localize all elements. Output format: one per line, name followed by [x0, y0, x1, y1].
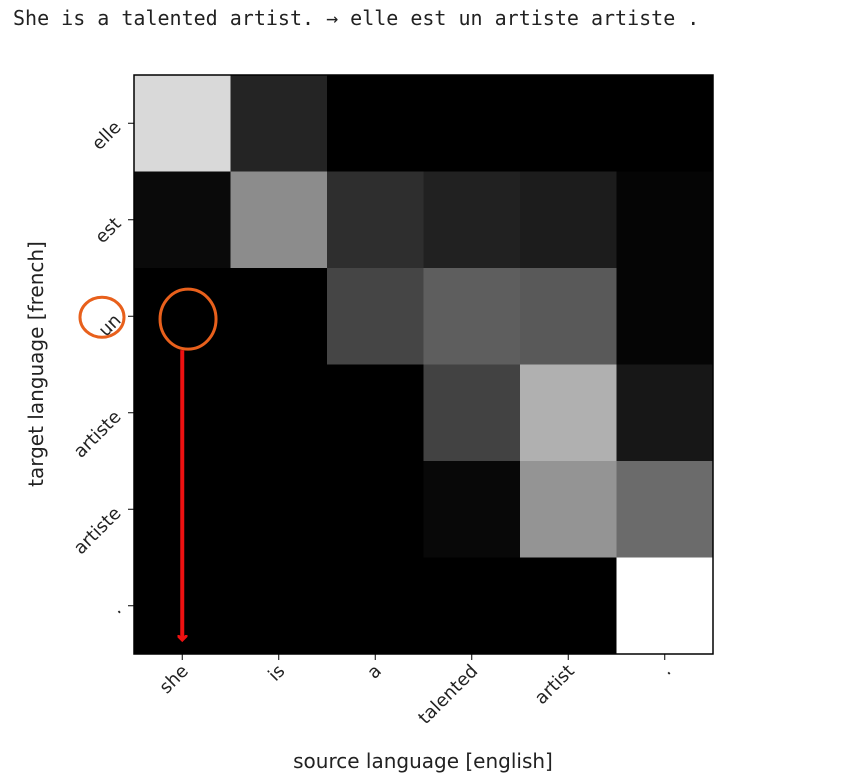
heatmap-cell — [327, 75, 424, 172]
heatmap-cell — [327, 557, 424, 655]
plot-frame — [133, 74, 714, 655]
heatmap-cells — [134, 75, 714, 655]
x-axis-label: source language [english] — [293, 749, 553, 773]
heatmap-cell — [134, 75, 231, 172]
x-tick-label: she — [155, 661, 192, 698]
heatmap-cell — [230, 171, 328, 269]
cell-highlight-circle — [158, 287, 218, 351]
x-axis-ticks: she is a talented artist. — [155, 654, 675, 729]
x-tick-label: . — [656, 661, 675, 680]
heatmap-cell — [423, 557, 521, 655]
heatmap-cell — [616, 171, 714, 269]
heatmap-cell — [327, 268, 424, 365]
heatmap-cell — [616, 364, 714, 462]
x-tick-label: talented — [414, 661, 482, 729]
heatmap-cell — [520, 268, 617, 365]
y-tick-label: artiste — [70, 503, 126, 559]
heatmap-cell — [520, 461, 617, 558]
heatmap-cell — [423, 75, 521, 172]
heatmap-cell — [230, 75, 328, 172]
heatmap-cell — [327, 461, 424, 558]
y-tick-label: elle — [88, 117, 126, 155]
heatmap-cell — [616, 75, 714, 172]
heatmap-cell — [230, 557, 328, 655]
heatmap-cell — [327, 171, 424, 269]
heatmap-cell — [520, 557, 617, 655]
heatmap-cell — [134, 171, 231, 269]
y-axis-label: target language [french] — [24, 241, 48, 487]
heatmap-cell — [616, 268, 714, 365]
heatmap-cell — [520, 364, 617, 462]
heatmap-cell — [423, 268, 521, 365]
heatmap-cell — [616, 557, 714, 655]
x-tick-label: is — [264, 661, 289, 686]
translation-caption: She is a talented artist. → elle est un … — [13, 6, 700, 30]
heatmap-cell — [616, 461, 714, 558]
y-tick-label: est — [91, 213, 125, 247]
y-tick-label: . — [107, 599, 126, 618]
heatmap-cell — [423, 364, 521, 462]
heatmap-cell — [230, 461, 328, 558]
heatmap-cell — [230, 364, 328, 462]
x-tick-label: artist — [531, 661, 579, 709]
heatmap-cell — [520, 75, 617, 172]
x-tick-label: a — [363, 661, 386, 684]
label-highlight-circle — [78, 295, 126, 339]
heatmap-cell — [423, 171, 521, 269]
annotations — [78, 287, 218, 640]
heatmap-cell — [230, 268, 328, 365]
heatmap-cell — [423, 461, 521, 558]
y-tick-label: artiste — [70, 406, 126, 462]
heatmap-cell — [327, 364, 424, 462]
heatmap-cell — [520, 171, 617, 269]
